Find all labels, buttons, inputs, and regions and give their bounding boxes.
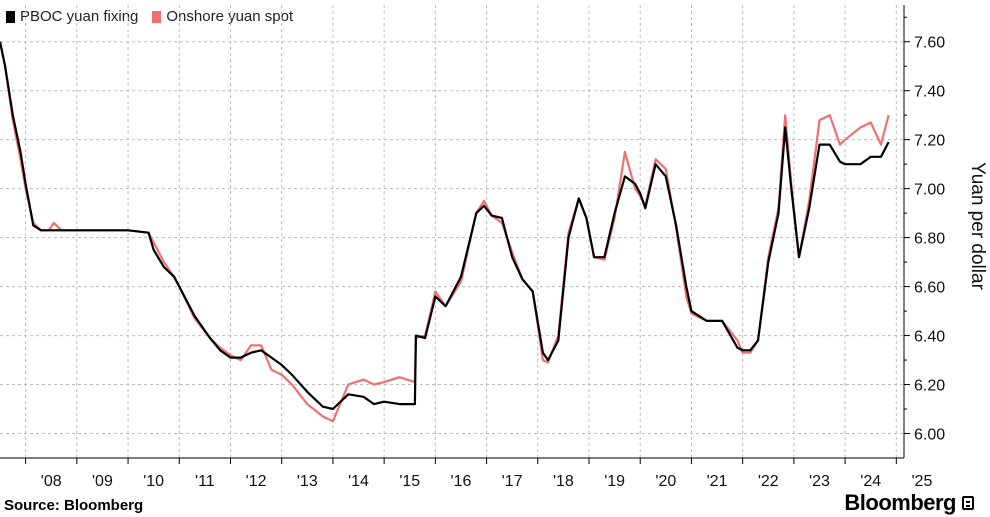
x-tick-label: '18: [553, 473, 574, 490]
legend-swatch-fixing: [6, 10, 15, 23]
x-tick-label: '17: [502, 473, 523, 490]
source-note: Source: Bloomberg: [4, 497, 144, 514]
y-tick-label: 6.00: [914, 427, 945, 444]
brand-text: Bloomberg: [844, 490, 956, 515]
legend-swatch-spot: [152, 10, 162, 23]
y-tick-label: 6.60: [914, 280, 945, 297]
series-line-pboc-fixing: [0, 41, 890, 411]
x-tick-label: '14: [348, 473, 369, 490]
series-lines: [0, 41, 890, 423]
y-tick-label: 6.80: [914, 231, 945, 248]
x-tick-label: '23: [809, 473, 830, 490]
terminal-icon: [962, 496, 974, 510]
x-tick-label: '24: [860, 473, 881, 490]
legend-label-spot: Onshore yuan spot: [166, 8, 294, 25]
legend-item-fixing: PBOC yuan fixing: [6, 8, 138, 25]
x-tick-label: '20: [655, 473, 676, 490]
brand-logo: Bloomberg: [844, 490, 974, 516]
y-tick-label: 7.20: [914, 133, 945, 150]
x-tick-label: '25: [911, 473, 932, 490]
x-tick-label: '16: [451, 473, 472, 490]
y-tick-label: 7.40: [914, 84, 945, 101]
x-tick-label: '12: [246, 473, 267, 490]
x-tick-label: '22: [758, 473, 779, 490]
x-tick-label: '09: [92, 473, 113, 490]
x-tick-label: '08: [41, 473, 62, 490]
chart-legend: PBOC yuan fixing Onshore yuan spot: [4, 6, 314, 27]
x-tick-label: '15: [399, 473, 420, 490]
x-tick-label: '19: [604, 473, 625, 490]
axes: [0, 5, 910, 464]
y-tick-label: 6.40: [914, 329, 945, 346]
x-tick-label: '13: [297, 473, 318, 490]
y-tick-label: 7.60: [914, 35, 945, 52]
x-tick-label: '11: [195, 473, 215, 490]
legend-label-fixing: PBOC yuan fixing: [20, 8, 139, 25]
legend-item-spot: Onshore yuan spot: [152, 8, 293, 25]
y-tick-label: 6.20: [914, 378, 945, 395]
y-axis-label: Yuan per dollar: [967, 162, 988, 290]
x-tick-label: '21: [707, 473, 728, 490]
x-tick-label: '10: [143, 473, 164, 490]
y-tick-label: 7.00: [914, 182, 945, 199]
tick-labels: 6.00 6.20 6.40 6.60 6.80 7.00 7.20 7.40 7.60 '08 '…: [41, 35, 945, 490]
